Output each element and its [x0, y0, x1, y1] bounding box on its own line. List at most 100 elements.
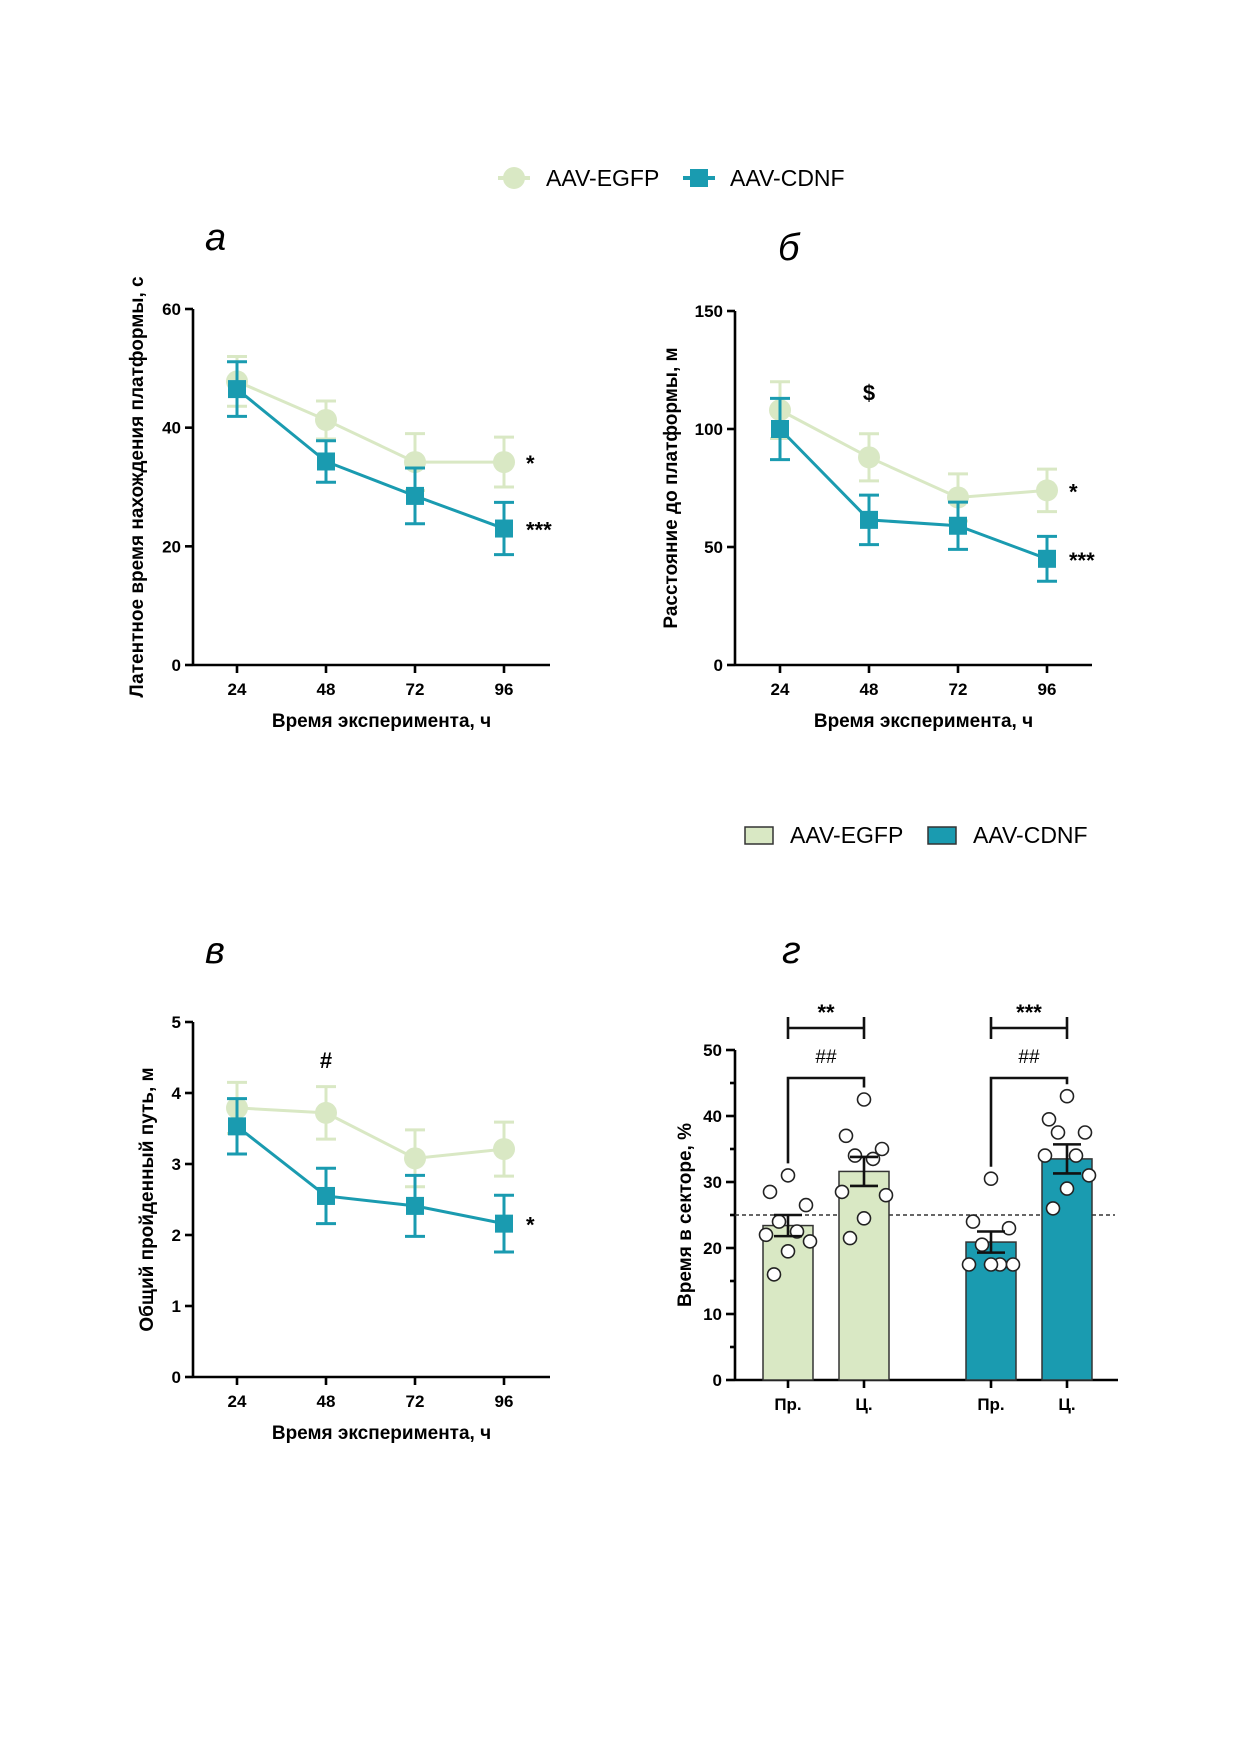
individual-point: [780, 1168, 796, 1183]
significance-marker: ***: [1069, 548, 1095, 573]
significance-marker: $: [863, 381, 875, 406]
data-point-cdnf: [860, 510, 878, 529]
series-line-cdnf: [778, 427, 1048, 561]
x-tick-label: 72: [406, 1392, 425, 1411]
individual-point: [789, 1224, 805, 1239]
x-axis-title: Время эксперимента, ч: [814, 711, 1033, 732]
individual-point: [974, 1237, 990, 1252]
data-point-cdnf: [495, 519, 513, 538]
x-tick-label: 96: [1038, 680, 1057, 699]
y-tick-label: 20: [703, 1239, 722, 1258]
individual-point: [1077, 1125, 1093, 1140]
series-cdnf: [770, 396, 1057, 583]
y-axis-title: Время в секторе, %: [675, 1123, 696, 1307]
panel-b-distance-chart: б 0 50 100 150 24 48 72 96 Время эксперимента, ч Р…: [661, 227, 1095, 732]
data-point-egfp: [493, 451, 515, 474]
individual-point: [856, 1211, 872, 1226]
x-tick-label: 96: [495, 680, 514, 699]
individual-point: [758, 1227, 774, 1243]
significance-marker: ##: [815, 1047, 837, 1068]
y-axis-title: Общий пройденный путь, м: [137, 1067, 158, 1331]
comparison-bracket: [786, 1076, 866, 1164]
individual-point: [798, 1197, 814, 1213]
data-point-cdnf: [228, 380, 246, 399]
legend-swatch-cdnf: [927, 826, 957, 845]
y-tick-label: 5: [172, 1013, 181, 1032]
x-tick-label: 72: [406, 680, 425, 699]
significance-marker: **: [817, 1000, 835, 1025]
x-tick-label: 48: [317, 1392, 336, 1411]
series-egfp: [226, 1080, 515, 1189]
y-tick-label: 100: [695, 420, 723, 439]
significance-marker: ##: [1018, 1047, 1040, 1068]
individual-point: [1068, 1148, 1084, 1163]
panel-letter: в: [205, 930, 225, 972]
legend-swatch-egfp: [744, 826, 774, 845]
individual-point: [762, 1184, 778, 1200]
data-point-cdnf: [406, 1196, 424, 1215]
significance-marker: *: [526, 1213, 535, 1238]
series-line-egfp: [236, 380, 504, 464]
data-point-egfp: [404, 1147, 426, 1170]
x-axis-title: Время эксперимента, ч: [272, 711, 491, 732]
y-tick-label: 0: [172, 656, 181, 675]
x-tick-label: Ц.: [855, 1395, 872, 1414]
series-line-egfp: [236, 1106, 505, 1160]
y-axis-title: Расстояние до платформы, м: [661, 347, 682, 628]
x-tick-label: 72: [949, 680, 968, 699]
bar: [838, 1170, 890, 1381]
y-tick-label: 1: [172, 1297, 181, 1316]
panel-d-sector-time-chart: г 0 10 20 30 40 50 Время в секторе, % Пр. Ц. Пр. Ц.…: [675, 930, 1118, 1414]
y-tick-label: 4: [172, 1084, 182, 1103]
y-tick-label: 60: [162, 300, 181, 319]
y-tick-label: 2: [172, 1226, 181, 1245]
significance-marker: ***: [1016, 1000, 1042, 1025]
series-egfp: [226, 354, 515, 493]
individual-point: [961, 1257, 977, 1272]
legend-item-cdnf: AAV-CDNF: [683, 165, 845, 191]
comparison-bracket: [989, 1076, 1069, 1167]
y-tick-label: 10: [703, 1305, 722, 1324]
series-line-cdnf: [236, 387, 505, 530]
legend-bar-label-egfp: AAV-EGFP: [790, 822, 903, 848]
significance-marker: *: [526, 451, 535, 476]
data-point-cdnf: [317, 1186, 335, 1205]
individual-point: [1059, 1181, 1075, 1196]
data-point-egfp: [493, 1138, 515, 1161]
data-point-cdnf: [771, 420, 789, 438]
panel-letter: а: [205, 217, 226, 259]
y-axis-title: Латентное время нахождения платформы, с: [127, 276, 148, 698]
x-tick-label: Пр.: [774, 1395, 801, 1414]
data-point-cdnf: [406, 486, 424, 505]
series-line-cdnf: [236, 1125, 505, 1226]
data-point-egfp: [315, 1101, 337, 1124]
data-point-cdnf: [949, 516, 967, 535]
individual-point: [842, 1230, 858, 1246]
individual-point: [983, 1257, 999, 1272]
legend-bar-label-cdnf: AAV-CDNF: [973, 822, 1088, 848]
x-tick-label: 24: [771, 680, 790, 699]
y-tick-label: 50: [704, 538, 723, 557]
legend-label-egfp: AAV-EGFP: [546, 165, 659, 191]
data-point-cdnf: [228, 1117, 246, 1136]
legend-bar: AAV-EGFP AAV-CDNF: [744, 822, 1088, 848]
y-tick-label: 0: [714, 656, 723, 675]
legend-top: AAV-EGFP AAV-CDNF: [498, 165, 845, 191]
data-point-cdnf: [495, 1214, 513, 1233]
panel-letter: г: [782, 930, 801, 972]
y-tick-label: 40: [703, 1107, 722, 1126]
series-line-egfp: [779, 408, 1048, 499]
legend-item-egfp: AAV-EGFP: [498, 165, 659, 191]
y-tick-label: 0: [172, 1368, 181, 1387]
legend-label-cdnf: AAV-CDNF: [730, 165, 845, 191]
significance-marker: #: [320, 1048, 332, 1073]
panel-letter: б: [778, 227, 801, 269]
x-tick-label: Пр.: [977, 1395, 1004, 1414]
series-cdnf: [227, 1097, 514, 1254]
y-tick-label: 0: [713, 1371, 722, 1390]
individual-point: [1041, 1112, 1057, 1127]
individual-point: [983, 1171, 999, 1186]
individual-point: [1005, 1257, 1021, 1272]
